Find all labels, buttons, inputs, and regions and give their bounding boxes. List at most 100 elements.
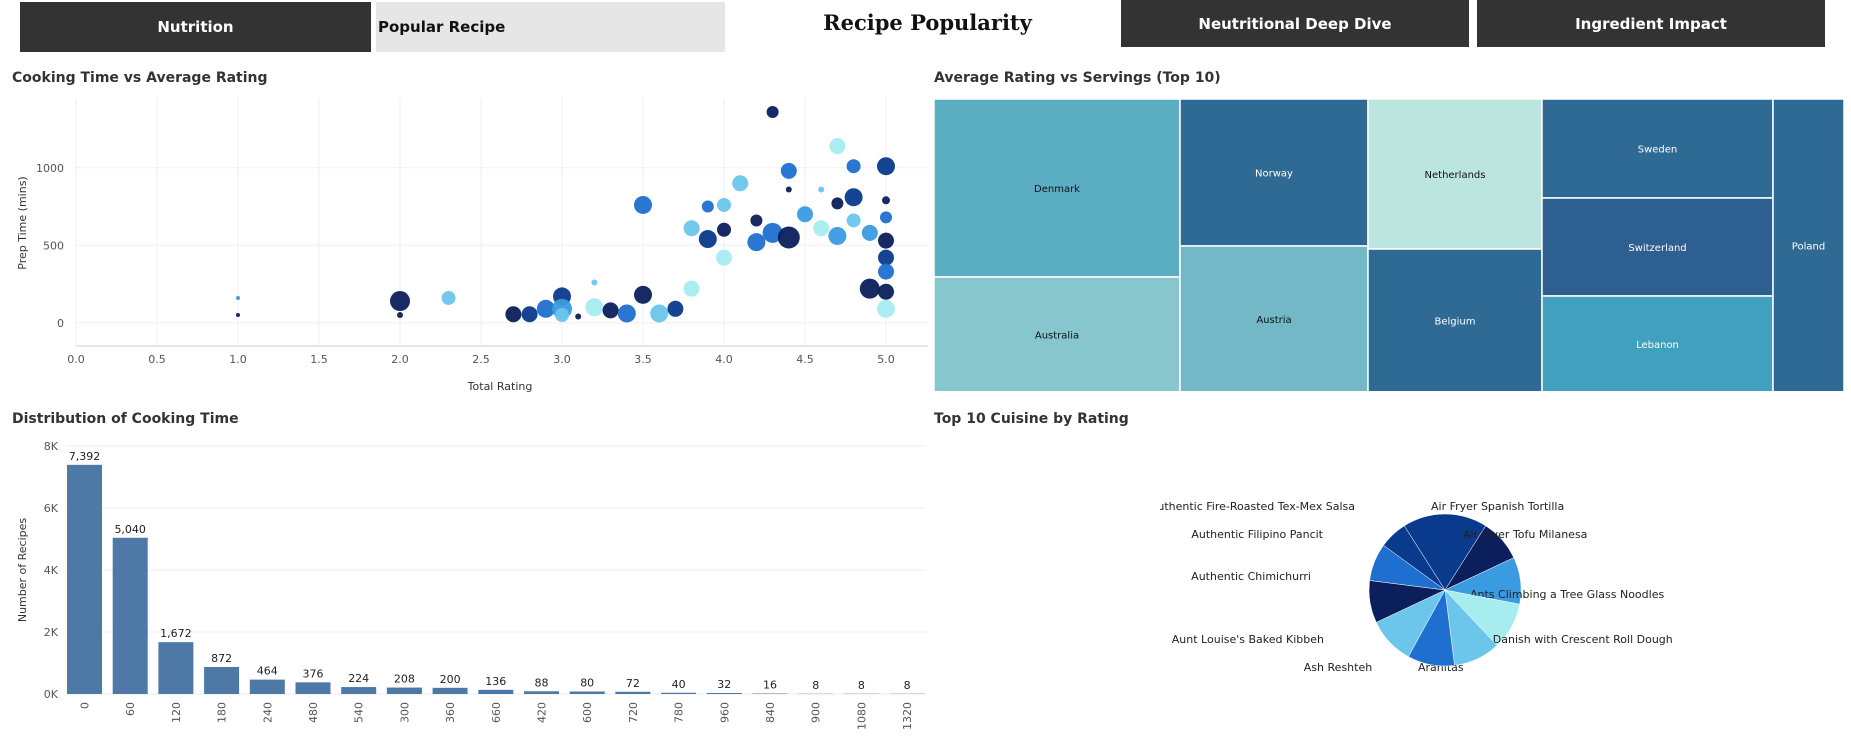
- scatter-chart: 0.0 0.5 1.0 1.5 2.0 2.5 3.0 3.5 4.0 4.5 5.0 0 500 100…: [16, 98, 928, 393]
- scatter-point: [732, 175, 749, 192]
- bar: [204, 666, 240, 694]
- bar-chart-title: Distribution of Cooking Time: [12, 411, 239, 427]
- nav-ingredient-impact-button[interactable]: Ingredient Impact: [1477, 0, 1825, 47]
- treemap-cell-label: Lebanon: [1636, 340, 1679, 351]
- bar: [432, 687, 468, 694]
- bar-y-axis-label: Number of Recipes: [16, 518, 29, 623]
- bar-category-label: 120: [170, 702, 183, 723]
- bar: [706, 693, 742, 694]
- scatter-x-tick-label: 2.5: [472, 353, 490, 366]
- bar-category-label: 180: [216, 702, 229, 723]
- scatter-point: [861, 224, 878, 241]
- scatter-point: [617, 304, 636, 323]
- scatter-point: [859, 278, 880, 299]
- pie-slice: [1403, 513, 1487, 591]
- scatter-point: [878, 263, 894, 280]
- bar-value-label: 40: [672, 678, 686, 691]
- scatter-x-tick-label: 3.0: [553, 353, 571, 366]
- bar-value-label: 32: [717, 678, 731, 691]
- scatter-point: [602, 302, 619, 319]
- pie-slice-label: Air Fryer Spanish Tortilla: [1431, 500, 1564, 513]
- treemap-cell: [1541, 295, 1774, 391]
- scatter-point: [521, 306, 538, 323]
- bar-category-label: 1320: [901, 702, 914, 730]
- scatter-point: [831, 197, 844, 210]
- bar-category-label: 0: [79, 702, 92, 709]
- scatter-x-tick-label: 5.0: [877, 353, 895, 366]
- treemap-cell: [1179, 99, 1369, 247]
- nav-deep-dive-label: Neutritional Deep Dive: [1198, 14, 1392, 33]
- scatter-point: [634, 195, 652, 214]
- treemap-cell-label: Belgium: [1435, 317, 1476, 328]
- scatter-point: [717, 222, 731, 237]
- scatter-point: [766, 105, 779, 118]
- scatter-point: [846, 159, 861, 174]
- nav-nutritional-deep-dive-button[interactable]: Neutritional Deep Dive: [1121, 0, 1469, 47]
- pie-slice: [1383, 525, 1446, 591]
- nav-popular-recipe-label: Popular Recipe: [378, 18, 506, 36]
- scatter-point: [390, 291, 410, 312]
- treemap-cell-label: Poland: [1792, 242, 1825, 253]
- scatter-point: [762, 222, 783, 243]
- bar-category-label: 960: [718, 702, 731, 723]
- scatter-point: [750, 214, 763, 227]
- bar-value-label: 208: [394, 673, 415, 686]
- scatter-y-tick-label: 500: [43, 239, 64, 252]
- bar-y-tick-label: 4K: [44, 564, 59, 577]
- bar-value-label: 8: [904, 679, 911, 692]
- scatter-point: [878, 283, 894, 300]
- bar-category-label: 240: [261, 702, 274, 723]
- scatter-point: [536, 299, 555, 318]
- treemap-title: Average Rating vs Servings (Top 10): [934, 70, 1221, 86]
- scatter-point: [591, 279, 598, 286]
- scatter-point: [698, 230, 717, 249]
- bar: [478, 689, 514, 694]
- scatter-title: Cooking Time vs Average Rating: [12, 70, 268, 86]
- bar-value-label: 200: [440, 673, 461, 686]
- bar-category-label: 600: [581, 702, 594, 723]
- bar-value-label: 5,040: [114, 523, 146, 536]
- bar-value-label: 80: [580, 677, 594, 690]
- scatter-x-tick-label: 1.5: [310, 353, 328, 366]
- scatter-point: [667, 300, 684, 317]
- treemap-cell-label: Austria: [1256, 315, 1291, 326]
- scatter-point: [777, 226, 800, 249]
- nav-ingredient-impact-label: Ingredient Impact: [1575, 14, 1727, 33]
- pie-slice-label: Apple Danish with Crescent Roll Dough: [1458, 633, 1673, 646]
- scatter-point: [747, 233, 766, 252]
- scatter-point: [701, 200, 714, 213]
- treemap-chart: Denmark Australia Norway Austria Netherlands…: [934, 99, 1844, 391]
- bar: [67, 464, 102, 694]
- scatter-point: [717, 197, 731, 212]
- scatter-point: [650, 304, 669, 323]
- scatter-point: [813, 220, 830, 237]
- bar: [341, 687, 377, 694]
- scatter-point: [882, 196, 890, 205]
- scatter-x-tick-label: 2.0: [391, 353, 409, 366]
- bar-category-label: 420: [536, 702, 549, 723]
- nav-nutrition-button[interactable]: Nutrition: [20, 2, 371, 52]
- scatter-point: [236, 295, 240, 300]
- bar-value-label: 224: [348, 672, 369, 685]
- bar-value-label: 872: [211, 652, 232, 665]
- bar-category-label: 540: [353, 702, 366, 723]
- scatter-y-tick-label: 0: [57, 317, 64, 330]
- bar: [615, 691, 651, 694]
- scatter-y-tick-label: 1000: [36, 162, 64, 175]
- bar-value-label: 7,392: [69, 450, 101, 463]
- scatter-point: [505, 306, 522, 323]
- pie-slice-label: Authentic Chimichurri: [1191, 570, 1311, 583]
- bar-value-label: 376: [303, 667, 324, 680]
- pie-chart-title: Top 10 Cuisine by Rating: [934, 411, 1129, 427]
- scatter-point: [397, 312, 403, 318]
- scatter-point: [818, 186, 825, 193]
- bar: [112, 537, 148, 694]
- treemap-cell: [1367, 248, 1543, 391]
- treemap-cell: [934, 276, 1181, 391]
- scatter-point: [844, 188, 863, 207]
- scatter-x-tick-label: 0.0: [67, 353, 85, 366]
- treemap-cell-label: Netherlands: [1425, 170, 1486, 181]
- bar-value-label: 464: [257, 665, 278, 678]
- scatter-point: [878, 249, 894, 266]
- nav-popular-recipe-button[interactable]: Popular Recipe: [376, 2, 725, 52]
